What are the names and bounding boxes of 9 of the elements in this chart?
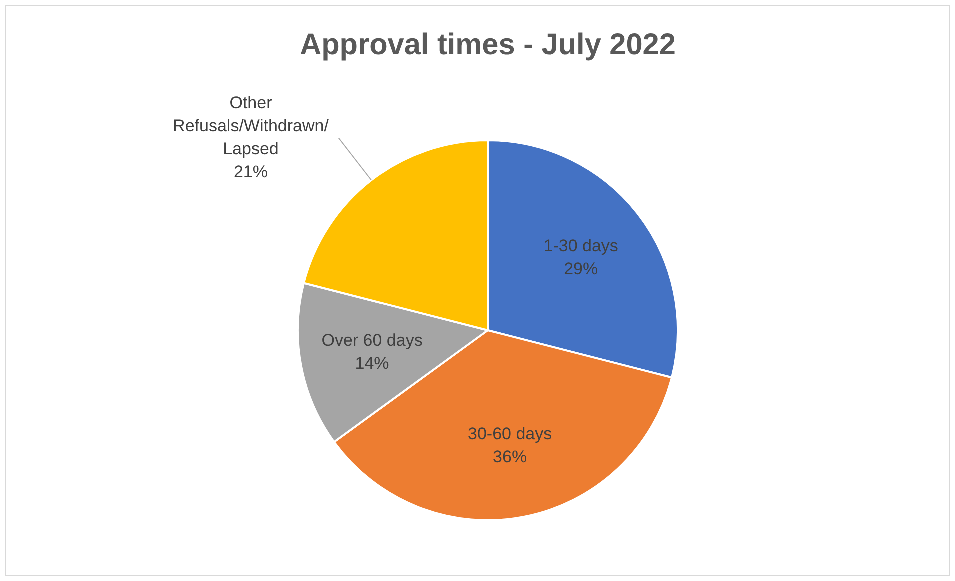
chart-title: Approval times - July 2022 xyxy=(300,28,676,62)
data-label: 29% xyxy=(564,259,598,278)
slice-label: 30-60 days xyxy=(468,424,552,444)
slice-label: 1-30 days xyxy=(544,236,618,256)
data-label: 14% xyxy=(355,354,390,373)
data-label: 21% xyxy=(234,162,268,182)
slice-label: Over 60 days xyxy=(322,330,423,350)
data-label: 36% xyxy=(493,447,528,466)
slice-label: Other Refusals/Withdrawn/ Lapsed xyxy=(173,94,330,159)
